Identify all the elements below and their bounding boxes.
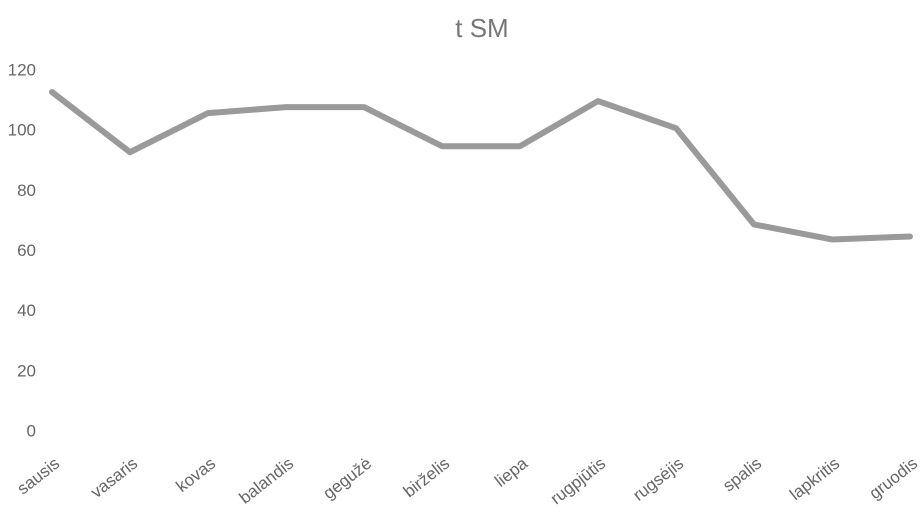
y-tick-label: 100 (8, 121, 36, 140)
x-tick-label: gegužė (320, 454, 376, 503)
x-tick-label: vasaris (87, 454, 141, 502)
y-tick-label: 0 (27, 421, 36, 440)
x-tick-label: lapkritis (786, 454, 843, 504)
x-tick-label: liepa (491, 453, 531, 490)
x-tick-label: rugpjūtis (547, 454, 609, 509)
x-tick-label: gruodis (866, 454, 920, 503)
y-tick-label: 60 (17, 241, 36, 260)
y-tick-label: 120 (8, 60, 36, 79)
y-tick-label: 80 (17, 181, 36, 200)
x-tick-label: rugsėjis (629, 454, 687, 505)
data-line (49, 89, 913, 243)
x-tick-label: sausis (14, 454, 64, 499)
y-tick-label: 20 (17, 361, 36, 380)
y-tick-label: 40 (17, 301, 36, 320)
x-tick-label: kovas (173, 454, 220, 496)
x-tick-label: spalis (719, 454, 765, 496)
x-tick-label: balandis (236, 454, 298, 508)
chart-title: t SM (455, 13, 508, 43)
x-tick-label: birželis (400, 454, 453, 502)
